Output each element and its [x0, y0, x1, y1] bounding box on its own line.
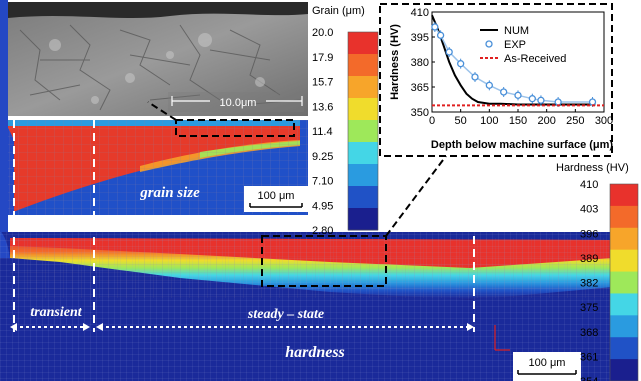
hardness-panel: hardness transient steady – state 100 μm: [0, 230, 613, 381]
exp-point: [500, 88, 508, 96]
grain-colorbar-tick-label: 7.10: [312, 176, 333, 188]
exp-point: [431, 23, 439, 31]
exp-point: [528, 95, 536, 103]
hardness-colorbar-swatch: [610, 337, 638, 360]
hardness-colorbar: Hardness (HV) 410 403 396 389 382 375 368 361 35…: [556, 162, 639, 381]
exp-point: [537, 96, 545, 104]
exp-point: [436, 31, 445, 39]
hardness-colorbar-tick-label: 396: [580, 228, 598, 240]
grain-colorbar-swatch: [348, 32, 378, 55]
grain-colorbar-tick-label: 11.4: [312, 126, 333, 138]
grain-colorbar-swatch: [348, 54, 378, 77]
sem-scale-label: 10.0μm: [220, 97, 257, 109]
grain-colorbar-tick-label: 17.9: [312, 52, 333, 64]
hardness-colorbar-tick-label: 389: [580, 253, 598, 265]
grain-colorbar-swatch: [348, 98, 378, 121]
hardness-callout-box: [261, 235, 387, 287]
hardness-colorbar-swatch: [610, 315, 638, 338]
hardness-colorbar-tick-label: 354: [580, 376, 598, 381]
hardness-colorbar-tick-label: 410: [580, 179, 598, 191]
grain-colorbar-swatch: [348, 142, 378, 165]
hardness-colorbar-swatch: [610, 271, 638, 294]
grain-colorbar-tick-label: 2.80: [312, 225, 333, 237]
x-tick-label: 200: [537, 115, 555, 127]
grain-colorbar-swatch: [348, 76, 378, 99]
transient-label: transient: [30, 305, 82, 320]
x-tick-label: 150: [509, 115, 527, 127]
zone-divider-lines: [13, 120, 475, 332]
sem-micrograph: 10.0μm: [8, 2, 308, 116]
hardness-colorbar-title: Hardness (HV): [556, 162, 629, 174]
exp-point: [445, 48, 453, 56]
hardness-colorbar-tick-label: 382: [580, 278, 598, 290]
hardness-scale-label: 100 μm: [529, 357, 566, 369]
grain-size-label: grain size: [139, 185, 200, 201]
legend-exp-swatch: [485, 40, 493, 48]
sem-callout-box: [175, 119, 295, 137]
x-tick-label: 300: [595, 115, 613, 127]
axis-triad: [494, 325, 510, 351]
grain-scale-label: 100 μm: [258, 190, 295, 202]
grain-colorbar-tick-label: 13.6: [312, 101, 333, 113]
hardness-colorbar-swatch: [610, 249, 638, 273]
y-tick-label: 380: [411, 57, 429, 69]
sem-callout-line: [147, 101, 177, 121]
grain-colorbar-tick-label: 9.25: [312, 151, 333, 163]
grain-colorbar-tick-label: 15.7: [312, 77, 333, 89]
grain-colorbar-swatch: [348, 164, 378, 187]
y-tick-label: 395: [411, 32, 429, 44]
hardness-depth-chart: 350 365 380 395 410 0 50 100 150 200 250 300 Hardnes…: [379, 3, 613, 157]
y-tick-label: 410: [411, 7, 429, 19]
hardness-colorbar-swatch: [610, 205, 638, 229]
legend-label: EXP: [504, 39, 526, 51]
x-axis-label: Depth below machine surface (μm): [431, 139, 613, 151]
hardness-colorbar-swatch: [610, 293, 638, 316]
hardness-callout-line: [385, 155, 447, 237]
x-tick-label: 50: [455, 115, 467, 127]
hardness-colorbar-swatch: [610, 227, 638, 251]
grain-colorbar-tick-label: 4.95: [312, 200, 333, 212]
hardness-scale-box: [513, 352, 581, 381]
legend-label: As-Received: [504, 53, 566, 65]
hardness-colorbar-tick-label: 403: [580, 204, 598, 216]
grain-size-panel: grain size 100 μm: [0, 118, 308, 215]
legend-label: NUM: [504, 25, 529, 37]
steady-state-label: steady – state: [247, 307, 324, 322]
grain-colorbar-swatch: [348, 186, 378, 209]
x-tick-label: 100: [480, 115, 498, 127]
exp-point: [554, 98, 562, 106]
hardness-colorbar-tick-label: 375: [580, 302, 598, 314]
exp-point: [588, 98, 597, 106]
grain-colorbar-swatch: [348, 120, 378, 143]
y-tick-label: 365: [411, 82, 429, 94]
x-tick-label: 0: [429, 115, 435, 127]
x-tick-label: 250: [566, 115, 584, 127]
hardness-colorbar-tick-label: 368: [580, 327, 598, 339]
hardness-colorbar-swatch: [610, 184, 638, 207]
grain-colorbar-swatch: [348, 208, 378, 231]
hardness-colorbar-tick-label: 361: [580, 351, 598, 363]
grain-colorbar-tick-label: 20.0: [312, 27, 333, 39]
grain-colorbar-title: Grain (μm): [312, 5, 365, 17]
y-tick-label: 350: [411, 107, 429, 119]
hardness-colorbar-swatch: [610, 359, 638, 381]
exp-point: [457, 60, 465, 68]
hardness-label: hardness: [285, 344, 345, 361]
y-axis-label: Hardness (HV): [389, 24, 401, 100]
exp-point: [514, 91, 522, 99]
grain-colorbar: Grain (μm) 20.0 17.9 15.7 13.6 11.4 9.25 7.10 4…: [312, 5, 379, 237]
exp-point: [485, 81, 493, 89]
exp-point: [471, 73, 479, 81]
